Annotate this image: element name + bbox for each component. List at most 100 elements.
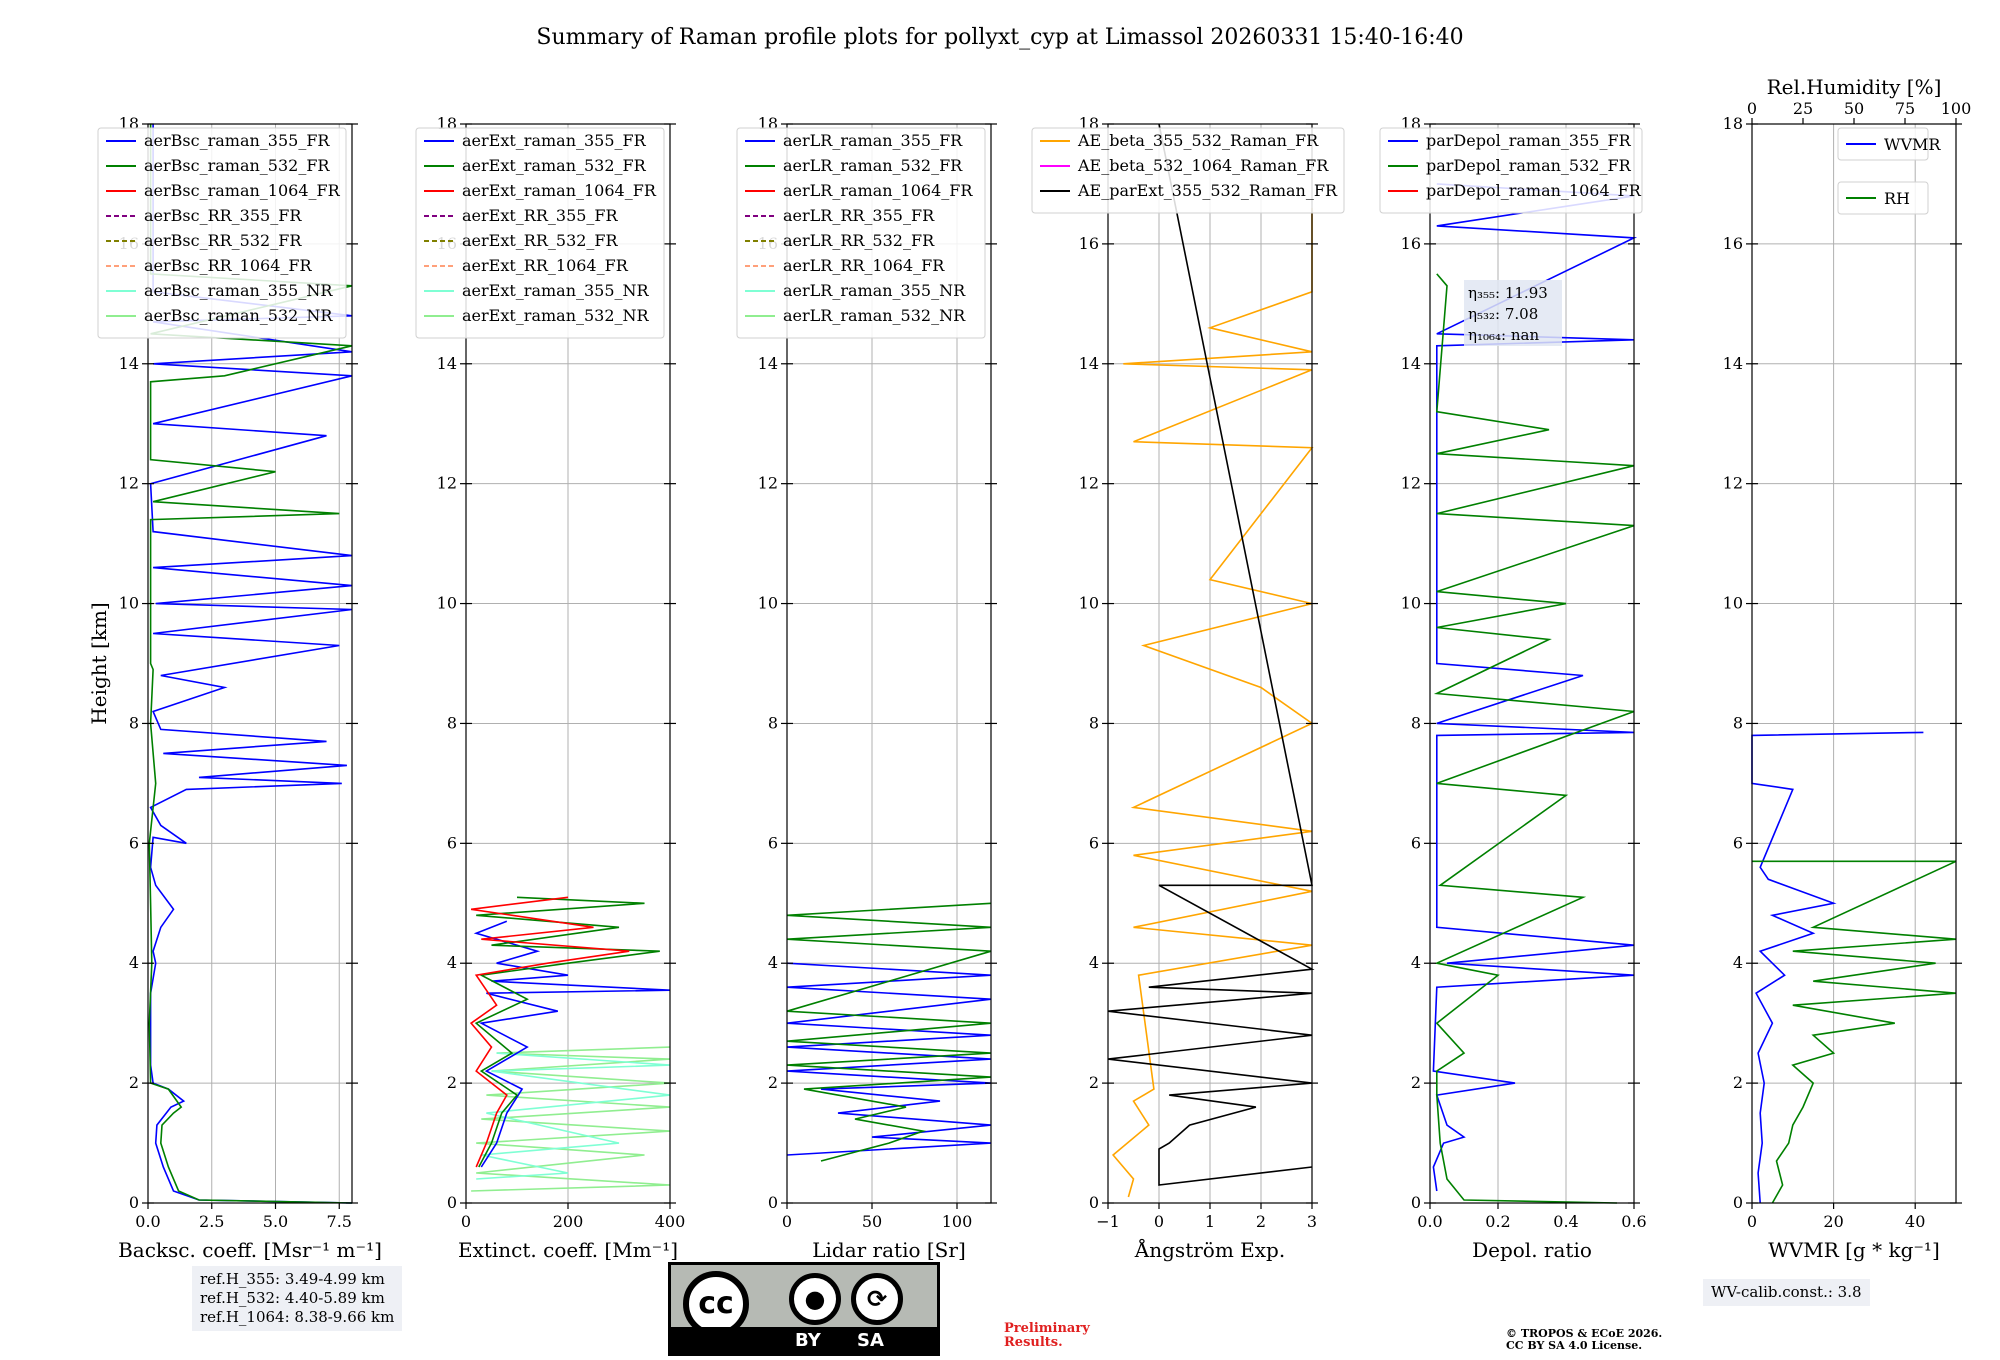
y-tick-label: 2 (1733, 1073, 1743, 1092)
eta-annotation-text: η₃₅₅: 11.93 (1468, 284, 1548, 302)
y-tick-label: 6 (768, 833, 778, 852)
x-tick-label: 200 (553, 1212, 584, 1231)
y-tick-label: 0 (129, 1193, 139, 1212)
legend-label: AE_beta_532_1064_Raman_FR (1077, 156, 1329, 175)
legend-label: aerBsc_RR_532_FR (144, 231, 302, 250)
y-tick-label: 10 (1079, 594, 1099, 613)
copyright-note: © TROPOS & ECoE 2026. CC BY SA 4.0 Licen… (1506, 1328, 1662, 1352)
preliminary-line-1: Preliminary (1004, 1321, 1090, 1336)
x-axis-label: WVMR [g * kg⁻¹] (1768, 1238, 1940, 1262)
x-tick-label: 0.0 (1417, 1212, 1442, 1231)
ref-heights-box: ref.H_355: 3.49-4.99 km ref.H_532: 4.40-… (192, 1266, 403, 1331)
y-tick-label: 12 (437, 474, 457, 493)
y-tick-label: 8 (1733, 713, 1743, 732)
y-tick-label: 14 (119, 354, 139, 373)
legend-label: aerLR_raman_355_FR (783, 131, 963, 150)
legend-label: parDepol_raman_532_FR (1426, 156, 1632, 175)
y-tick-label: 14 (1723, 354, 1743, 373)
cc-sa-label: SA (857, 1330, 884, 1351)
cc-logo-icon: cc (683, 1271, 749, 1337)
legend-label: aerLR_RR_1064_FR (783, 256, 945, 275)
y-tick-label: 6 (1733, 833, 1743, 852)
x-tick-label: 2.5 (199, 1212, 224, 1231)
legend-label: aerLR_raman_532_FR (783, 156, 963, 175)
x-top-tick-label: 0 (1747, 99, 1757, 118)
eta-annotation-text: η₁₀₆₄: nan (1468, 326, 1539, 344)
y-tick-label: 10 (1723, 594, 1743, 613)
y-tick-label: 12 (1401, 474, 1421, 493)
legend-label: aerExt_raman_532_NR (462, 306, 650, 325)
legend-label: aerBsc_raman_355_NR (144, 281, 333, 300)
y-tick-label: 14 (1079, 354, 1099, 373)
legend-box (97, 127, 347, 339)
y-tick-label: 2 (1089, 1073, 1099, 1092)
y-tick-label: 6 (1089, 833, 1099, 852)
legend-label: aerLR_raman_355_NR (783, 281, 966, 300)
y-tick-label: 4 (768, 953, 778, 972)
copyright-line-1: © TROPOS & ECoE 2026. (1506, 1327, 1663, 1340)
ref-height-355: ref.H_355: 3.49-4.99 km (200, 1270, 385, 1288)
y-tick-label: 0 (1089, 1193, 1099, 1212)
legend: AE_beta_355_532_Raman_FR AE_beta_532_1064… (1031, 127, 1345, 214)
share-alike-icon: ⟳ (851, 1273, 903, 1325)
y-tick-label: 8 (768, 713, 778, 732)
y-tick-label: 10 (1401, 594, 1421, 613)
legend-label: AE_parExt_355_532_Raman_FR (1077, 181, 1338, 200)
y-tick-label: 0 (768, 1193, 778, 1212)
y-tick-label: 8 (1411, 713, 1421, 732)
x-axis-label: Ångström Exp. (1134, 1237, 1285, 1262)
y-tick-label: 8 (1089, 713, 1099, 732)
legend: aerLR_raman_355_FR aerLR_raman_532_FR aerL… (736, 127, 986, 339)
y-tick-label: 14 (1401, 354, 1421, 373)
x-tick-label: 0 (1747, 1212, 1757, 1231)
y-tick-label: 16 (1723, 234, 1743, 253)
wv-calib-box: WV-calib.const.: 3.8 (1703, 1279, 1870, 1306)
y-tick-label: 4 (1411, 953, 1421, 972)
x-tick-label: 3 (1307, 1212, 1317, 1231)
x-tick-label: 0 (1154, 1212, 1164, 1231)
x-tick-label: 40 (1905, 1212, 1925, 1231)
plot-frame (147, 123, 353, 1204)
plot-frame (1429, 123, 1635, 1204)
y-axis-label: Height [km] (87, 602, 111, 724)
x-top-tick-label: 50 (1844, 99, 1864, 118)
ref-height-1064: ref.H_1064: 8.38-9.66 km (200, 1308, 395, 1326)
series-aerBsc_raman_532_FR (148, 124, 353, 1204)
x-tick-label: −1 (1096, 1212, 1120, 1231)
x-tick-label: 0.0 (135, 1212, 160, 1231)
legend-label: aerBsc_raman_532_NR (144, 306, 333, 325)
cc-badge-bar (671, 1327, 937, 1353)
y-tick-label: 2 (1411, 1073, 1421, 1092)
legend-label: aerExt_RR_355_FR (462, 206, 619, 225)
y-tick-label: 12 (1723, 474, 1743, 493)
legend: aerBsc_raman_355_FR aerBsc_raman_532_FRae… (97, 127, 347, 339)
panel-3: 024681012141618050100Lidar ratio [Sr]aer… (736, 114, 997, 1262)
legend-box (1837, 181, 1929, 215)
y-tick-label: 10 (437, 594, 457, 613)
legend: WVMR RH (1837, 127, 1941, 215)
y-tick-label: 4 (447, 953, 457, 972)
y-tick-label: 6 (129, 833, 139, 852)
x-tick-label: 50 (862, 1212, 882, 1231)
y-tick-label: 4 (1089, 953, 1099, 972)
x-tick-label: 20 (1823, 1212, 1843, 1231)
y-tick-label: 8 (129, 713, 139, 732)
y-tick-label: 12 (1079, 474, 1099, 493)
series-aerExt_raman_355_NR (476, 1052, 671, 1180)
legend-label: aerBsc_RR_355_FR (144, 206, 302, 225)
series-aerExt_raman_1064_FR (469, 896, 630, 1168)
panel-2: 0246810121416180200400Extinct. coeff. [M… (415, 114, 685, 1262)
legend: aerExt_raman_355_FR aerExt_raman_532_FRae… (415, 127, 665, 339)
x-tick-label: 0.4 (1553, 1212, 1578, 1231)
legend-label: aerLR_RR_355_FR (783, 206, 935, 225)
y-tick-label: 6 (1411, 833, 1421, 852)
legend: parDepol_raman_355_FR parDepol_raman_532_… (1379, 127, 1643, 214)
x-tick-label: 7.5 (327, 1212, 352, 1231)
attribution-person-icon: ● (789, 1273, 841, 1325)
